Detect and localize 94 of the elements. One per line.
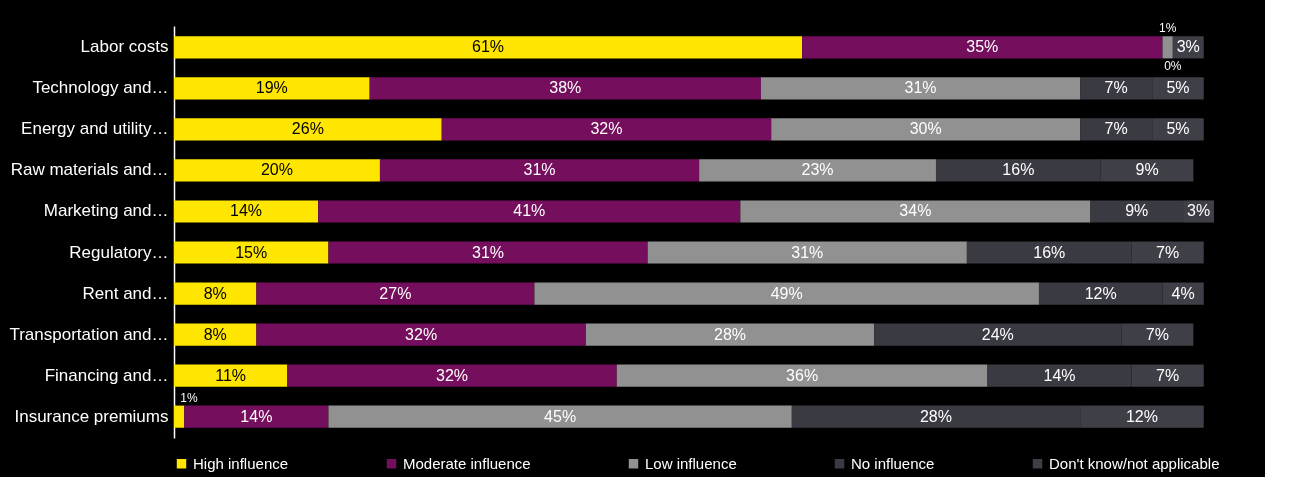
y-tick-label: Energy and utility… [21, 119, 169, 139]
data-label: 27% [379, 284, 412, 302]
bar [174, 36, 803, 59]
data-label: 31% [904, 79, 937, 97]
y-tick-label: Rent and… [82, 283, 169, 303]
bar [287, 364, 617, 387]
bar [328, 241, 648, 264]
bar [174, 200, 319, 223]
data-label: 7% [1145, 325, 1169, 343]
bar [174, 118, 442, 141]
data-label: 35% [966, 38, 999, 56]
bar [256, 282, 535, 305]
bar [174, 282, 257, 305]
bar [184, 405, 329, 428]
data-label: 11% [215, 366, 247, 384]
data-label: 8% [203, 284, 227, 302]
data-label: 31% [472, 243, 505, 261]
data-label: 31% [523, 161, 556, 179]
y-tick-label: Marketing and… [43, 201, 169, 221]
bar [616, 364, 988, 387]
legend-label: Don't know/not applicable [1049, 454, 1220, 472]
data-label: 14% [1043, 366, 1076, 384]
data-label: 3% [1186, 202, 1211, 220]
bar [534, 282, 1039, 305]
data-label: 61% [472, 38, 505, 56]
bar [647, 241, 967, 264]
data-label: 1% [1158, 21, 1177, 36]
bar [174, 364, 288, 387]
data-label: 7% [1104, 79, 1128, 97]
data-label: 36% [786, 366, 819, 384]
data-label: 30% [909, 120, 942, 138]
bar [1162, 36, 1173, 59]
data-label: 23% [801, 161, 834, 179]
data-label: 1% [180, 390, 198, 405]
data-label: 31% [791, 243, 824, 261]
bar [328, 405, 792, 428]
data-label: 32% [405, 325, 438, 343]
bar [379, 159, 700, 182]
data-label: 16% [1002, 161, 1035, 179]
bar [256, 323, 586, 346]
bar [174, 159, 380, 182]
bar [369, 77, 761, 100]
y-tick-label: Regulatory… [69, 242, 169, 262]
data-label: 12% [1125, 407, 1158, 425]
bar [441, 118, 772, 141]
data-label: 28% [919, 407, 952, 425]
data-label: 49% [770, 284, 803, 302]
data-label: 26% [291, 120, 324, 138]
data-label: 8% [203, 325, 227, 343]
data-label: 24% [981, 325, 1014, 343]
data-label: 14% [230, 202, 263, 220]
data-label: 20% [260, 161, 293, 179]
data-label: 12% [1084, 284, 1117, 302]
y-tick-label: Labor costs [80, 37, 169, 57]
data-label: 7% [1156, 243, 1180, 261]
bar [174, 241, 329, 264]
y-tick-label: Technology and… [32, 78, 169, 98]
bar [771, 118, 1081, 141]
bar [699, 159, 936, 182]
data-label: 0% [1164, 59, 1182, 74]
bar [318, 200, 741, 223]
bar [174, 405, 185, 428]
data-label: 5% [1166, 120, 1190, 138]
y-tick-label: Insurance premiums [14, 406, 169, 426]
data-label: 34% [899, 202, 932, 220]
y-tick-label: Transportation and… [9, 324, 169, 344]
data-label: 32% [436, 366, 469, 384]
bar [174, 77, 370, 100]
bar [740, 200, 1091, 223]
data-label: 45% [544, 407, 577, 425]
y-tick-label: Financing and… [44, 365, 169, 385]
legend-label: Low influence [645, 454, 737, 472]
legend-label: No influence [851, 454, 935, 472]
data-label: 38% [549, 79, 582, 97]
data-label: 4% [1171, 284, 1195, 302]
data-label: 19% [255, 79, 288, 97]
data-label: 16% [1033, 243, 1066, 261]
data-label: 9% [1135, 161, 1159, 179]
legend-label: High influence [193, 454, 289, 472]
data-label: 14% [240, 407, 273, 425]
data-label: 28% [714, 325, 747, 343]
bar [585, 323, 875, 346]
data-label: 5% [1166, 79, 1190, 97]
bar [802, 36, 1163, 59]
data-label: 9% [1125, 202, 1149, 220]
data-label: 32% [590, 120, 623, 138]
data-label: 41% [513, 202, 546, 220]
data-label: 7% [1104, 120, 1128, 138]
data-label: 7% [1156, 366, 1180, 384]
y-tick-label: Raw materials and… [10, 160, 169, 180]
legend-label: Moderate influence [403, 454, 531, 472]
data-label: 3% [1176, 38, 1200, 56]
bar [760, 77, 1081, 100]
data-label: 15% [235, 243, 268, 261]
